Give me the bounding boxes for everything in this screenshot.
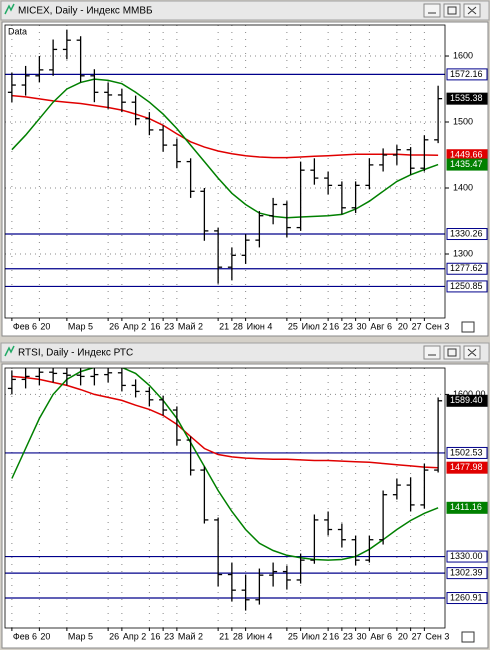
window-title: RTSI, Daily - Индекс РТС bbox=[18, 348, 133, 359]
button-glyphs bbox=[428, 348, 477, 357]
level-label-box bbox=[446, 567, 488, 580]
level-label-box bbox=[446, 262, 488, 275]
chart-window: MICEX, Daily - Индекс ММВБ Data 1300 1400 1… bbox=[0, 0, 490, 338]
level-label: 1260.91 bbox=[450, 592, 483, 602]
y-tick-label: 1500 bbox=[453, 116, 473, 126]
x-tick-label: 16 bbox=[329, 631, 339, 641]
plot-border bbox=[4, 367, 446, 629]
x-tick-label: 25 bbox=[288, 631, 298, 641]
x-tick-label: Июн 4 bbox=[247, 631, 273, 641]
level-label-box bbox=[446, 550, 488, 563]
x-tick-label: 23 bbox=[343, 631, 353, 641]
level-label-box bbox=[446, 446, 488, 459]
last-price-label: 1589.40 bbox=[450, 395, 483, 405]
x-tick-label: 20 bbox=[398, 321, 408, 331]
scroll-button[interactable] bbox=[461, 321, 475, 333]
x-tick-label: 20 bbox=[40, 321, 50, 331]
y-tick-label: 1600.00 bbox=[453, 389, 486, 399]
ma-label-box bbox=[446, 501, 488, 514]
x-tick-label: 30 bbox=[357, 321, 367, 331]
level-label: 1250.85 bbox=[450, 281, 483, 291]
ma-label: 1411.16 bbox=[450, 502, 482, 512]
x-tick-label: 27 bbox=[412, 631, 422, 641]
level-label: 1330.26 bbox=[450, 228, 483, 238]
x-tick-label: 20 bbox=[40, 631, 50, 641]
data-label: Data bbox=[8, 26, 27, 36]
window-title: MICEX, Daily - Индекс ММВБ bbox=[18, 6, 153, 17]
x-tick-label: 26 bbox=[109, 321, 119, 331]
x-tick-label: Авг 6 bbox=[370, 321, 392, 331]
x-tick-label: Мар 5 bbox=[68, 321, 93, 331]
x-tick-label: 21 bbox=[219, 631, 229, 641]
level-label: 1302.39 bbox=[450, 567, 483, 577]
title-bar bbox=[0, 342, 490, 363]
ma-line bbox=[11, 375, 439, 469]
button-glyphs bbox=[428, 6, 477, 15]
x-tick-label: Июл 2 bbox=[302, 321, 328, 331]
last-price-label-box bbox=[446, 394, 488, 407]
ma-label: 1477.98 bbox=[450, 462, 483, 472]
x-tick-label: Апр 2 bbox=[123, 321, 146, 331]
x-tick-label: 16 bbox=[150, 321, 160, 331]
x-tick-label: Сен 3 bbox=[425, 321, 449, 331]
plot-border bbox=[4, 24, 446, 319]
x-tick-label: 20 bbox=[398, 631, 408, 641]
x-tick-label: Авг 6 bbox=[370, 631, 392, 641]
maximize-button[interactable] bbox=[443, 3, 461, 18]
chart-area bbox=[1, 21, 489, 337]
level-label-box bbox=[446, 280, 488, 293]
x-tick-label: 28 bbox=[233, 321, 243, 331]
x-tick-label: Июл 2 bbox=[302, 631, 328, 641]
y-tick-label: 1300 bbox=[453, 248, 473, 258]
minimize-button[interactable] bbox=[423, 345, 441, 360]
ma-label: 1449.66 bbox=[450, 150, 483, 160]
last-price-label-box bbox=[446, 92, 488, 105]
ma-label-box bbox=[446, 461, 488, 474]
x-tick-label: 28 bbox=[233, 631, 243, 641]
x-tick-label: Май 2 bbox=[178, 321, 203, 331]
x-tick-label: Май 2 bbox=[178, 631, 203, 641]
x-tick-label: 16 bbox=[329, 321, 339, 331]
chart-icon bbox=[4, 345, 15, 357]
x-tick-label: Мар 5 bbox=[68, 631, 93, 641]
level-label-box bbox=[446, 68, 488, 81]
x-tick-label: Апр 2 bbox=[123, 631, 146, 641]
x-tick-label: Сен 3 bbox=[425, 631, 449, 641]
x-tick-label: 21 bbox=[219, 321, 229, 331]
maximize-button[interactable] bbox=[443, 345, 461, 360]
level-label: 1330.00 bbox=[450, 551, 483, 561]
level-label: 1277.62 bbox=[450, 263, 483, 273]
level-label-box bbox=[446, 228, 488, 241]
last-price-label: 1535.38 bbox=[450, 93, 483, 103]
ma-line bbox=[11, 94, 439, 159]
ma-line bbox=[11, 78, 439, 219]
scroll-button[interactable] bbox=[461, 631, 475, 643]
title-bar bbox=[0, 0, 490, 21]
x-tick-label: Фев 6 bbox=[13, 631, 37, 641]
x-tick-label: 27 bbox=[412, 321, 422, 331]
y-tick-label: 1400 bbox=[453, 182, 473, 192]
ma-label: 1435.47 bbox=[450, 159, 483, 169]
x-tick-label: 23 bbox=[164, 631, 174, 641]
ma-line bbox=[11, 368, 439, 561]
plot bbox=[5, 368, 445, 628]
y-tick-label: 1600 bbox=[453, 50, 473, 60]
level-label-box bbox=[446, 592, 488, 605]
x-tick-label: 30 bbox=[357, 631, 367, 641]
x-tick-label: 26 bbox=[109, 631, 119, 641]
plot bbox=[5, 25, 445, 318]
minimize-button[interactable] bbox=[423, 3, 441, 18]
x-tick-label: 23 bbox=[343, 321, 353, 331]
x-tick-label: Фев 6 bbox=[13, 321, 37, 331]
level-label: 1502.53 bbox=[450, 447, 483, 457]
level-label: 1572.16 bbox=[450, 69, 483, 79]
x-tick-label: Июн 4 bbox=[247, 321, 273, 331]
ma-label-box bbox=[446, 158, 488, 171]
x-tick-label: 23 bbox=[164, 321, 174, 331]
x-tick-label: 16 bbox=[150, 631, 160, 641]
x-tick-label: 25 bbox=[288, 321, 298, 331]
chart-icon bbox=[4, 3, 15, 15]
